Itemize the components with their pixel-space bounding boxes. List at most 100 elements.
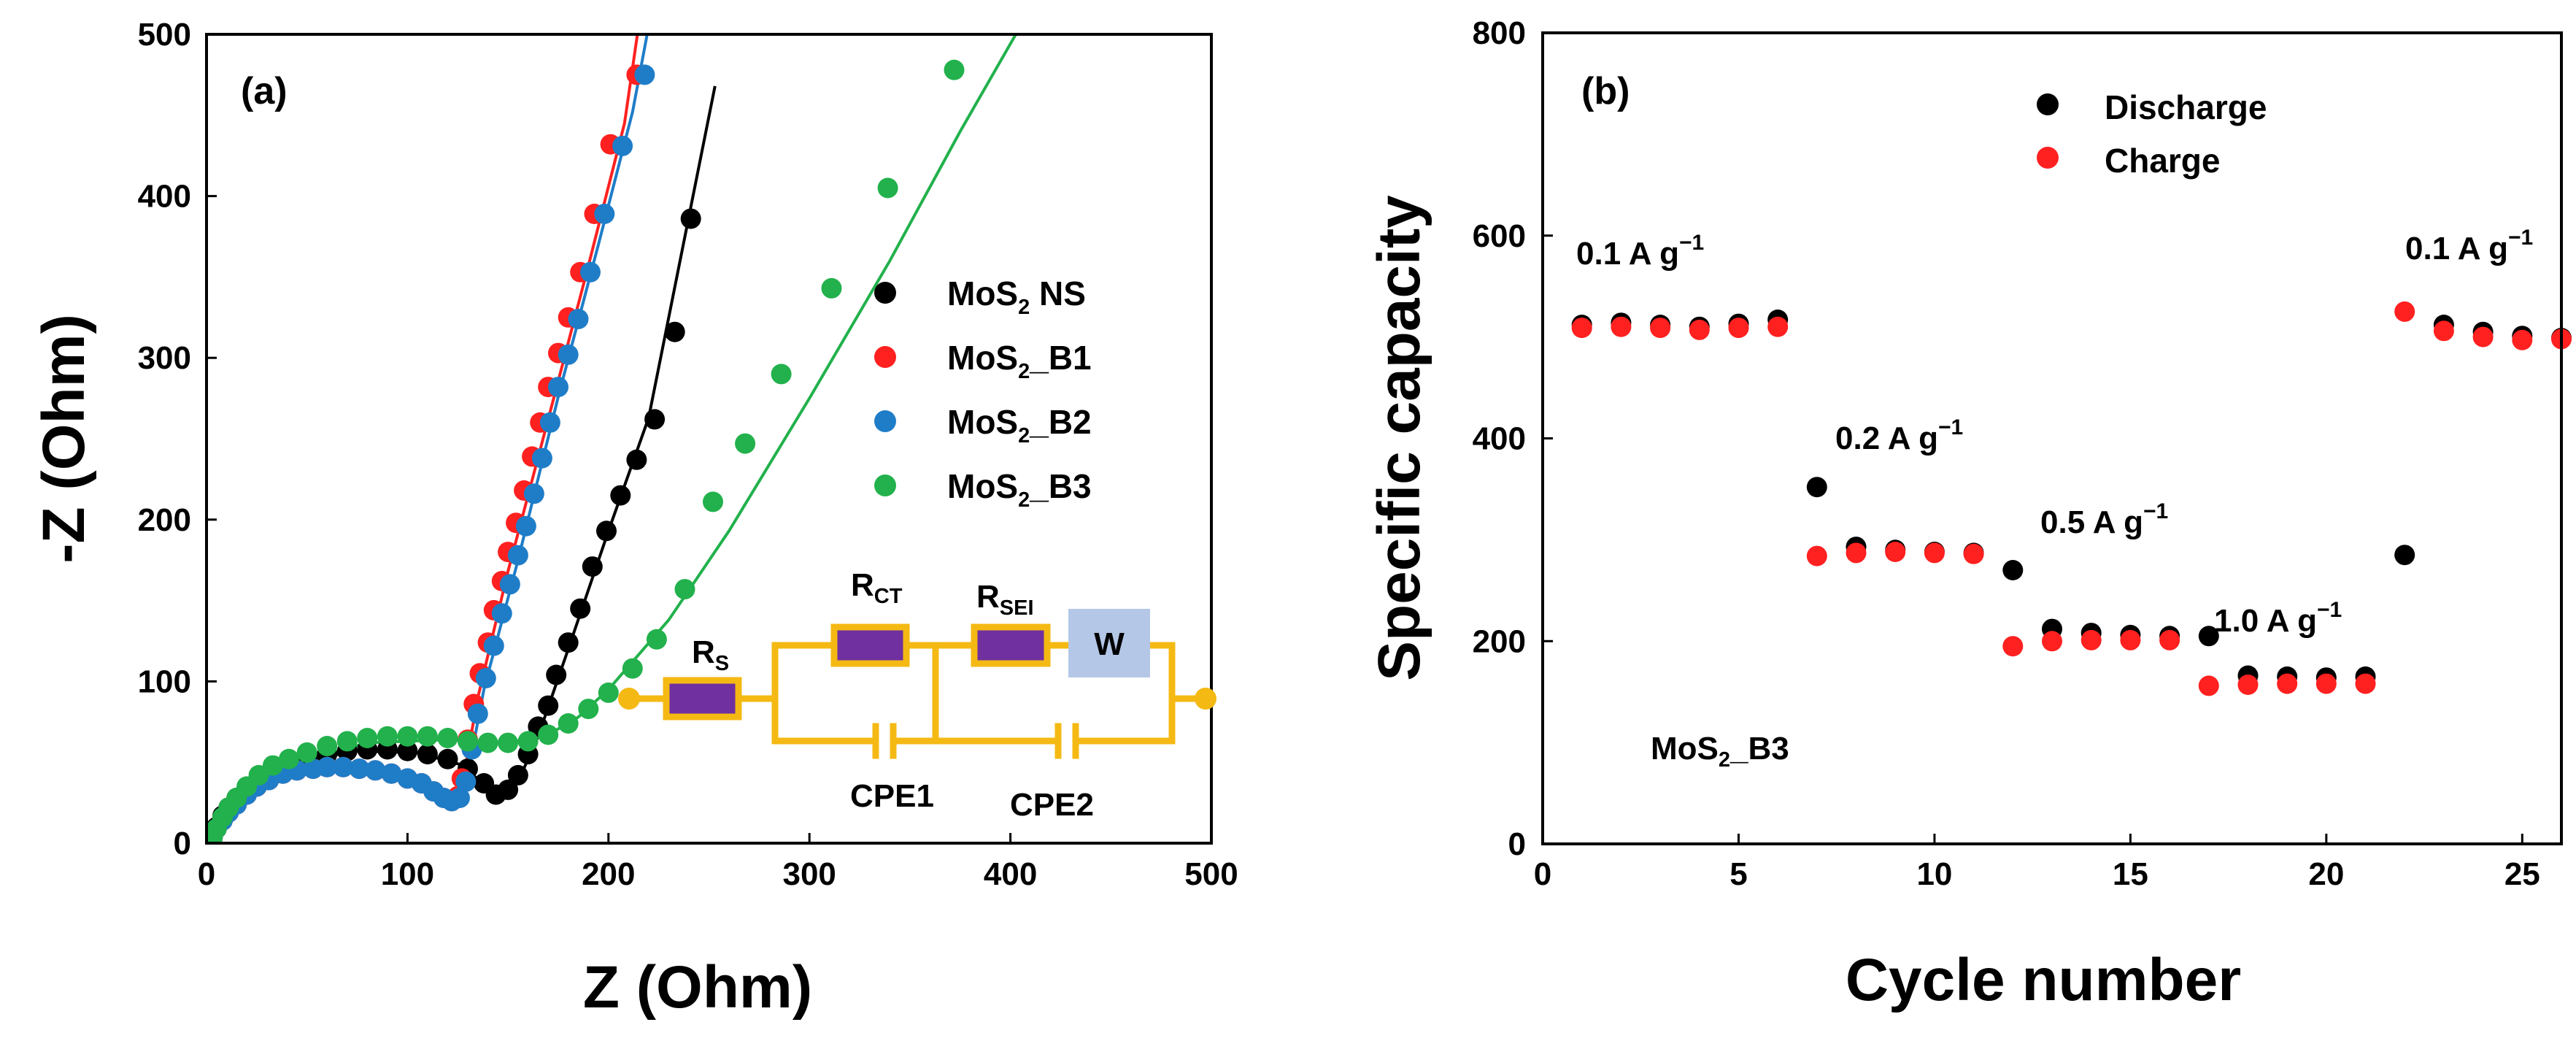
eis-point [483, 635, 504, 656]
rate-point-charge [2355, 673, 2376, 694]
circuit-terminal-left [618, 688, 640, 710]
rate-point-charge [1924, 542, 1945, 564]
label-rct: RCT [851, 567, 903, 608]
eis-point [531, 447, 552, 469]
eis-point [333, 756, 354, 777]
eis-x-tick-label: 400 [984, 856, 1037, 892]
rate-label-0-1-a: 0.1 A g−1 [1576, 231, 1704, 272]
rate-point-charge [1885, 542, 1906, 562]
eis-point [507, 764, 528, 785]
eis-fit-line-b2 [211, 34, 649, 841]
eis-tick-labels: 0 100 200 300 400 500 0 100 200 300 400 500 [138, 17, 1238, 892]
eis-y-axis-label: -Z (Ohm) [31, 314, 97, 564]
eis-legend-item-ns: MoS2 NS [874, 274, 1086, 319]
rate-y-axis-label: Specific capacity [1366, 195, 1432, 681]
eis-legend-label-b1: MoS2_B1 [947, 339, 1092, 383]
rate-point-charge [1767, 316, 1789, 337]
eis-point [664, 321, 685, 342]
eis-point [594, 204, 615, 224]
eis-point [450, 788, 470, 808]
eis-legend: MoS2 NS MoS2_B1 MoS2_B2 MoS2_B3 [874, 274, 1092, 512]
eis-point [491, 603, 512, 624]
label-rsei: RSEI [976, 579, 1034, 620]
rate-legend-marker-charge [2037, 147, 2059, 169]
eis-point [680, 208, 701, 229]
rate-y-tick-label: 400 [1473, 421, 1526, 457]
rate-tick-labels: 0 5 10 15 20 25 0 200 400 600 800 [1473, 15, 2540, 892]
eis-point [336, 731, 358, 752]
resistor-rsei [971, 623, 1051, 667]
rate-point-discharge [2002, 560, 2024, 580]
rate-point-discharge [2394, 545, 2415, 566]
rate-point-charge [2120, 629, 2141, 650]
eis-series-b3 [207, 59, 965, 843]
rate-point-charge [2394, 301, 2415, 322]
eis-legend-label-b2: MoS2_B2 [947, 403, 1092, 447]
eis-point [278, 748, 299, 769]
eis-point [417, 726, 438, 747]
eis-point [582, 556, 603, 577]
eis-point [578, 699, 599, 720]
eis-x-axis-label: Z (Ohm) [583, 954, 812, 1021]
eis-point [598, 682, 619, 703]
eis-point [515, 515, 536, 537]
eis-point [381, 763, 402, 784]
eis-point [349, 758, 370, 780]
eis-legend-marker-b3 [874, 475, 896, 496]
eis-point [610, 485, 631, 506]
rate-x-tick-label: 20 [2308, 856, 2344, 892]
rate-plot-frame [1541, 31, 2563, 845]
rate-point-charge [2002, 636, 2024, 657]
eis-point [262, 755, 283, 776]
eis-point [317, 756, 338, 777]
eis-point [703, 491, 723, 512]
eis-point [735, 433, 756, 454]
rate-point-charge [2198, 675, 2219, 696]
rate-point-charge [2159, 629, 2180, 650]
eis-point [477, 732, 498, 753]
rate-x-axis-label: Cycle number [1846, 947, 2241, 1013]
eis-legend-marker-ns [874, 282, 896, 304]
eis-point [437, 728, 458, 748]
eis-point [558, 632, 579, 653]
rate-point-charge [2433, 320, 2454, 342]
eis-point [646, 629, 667, 650]
eis-point [546, 664, 567, 685]
eis-point [417, 744, 438, 765]
rate-point-charge [2042, 631, 2062, 652]
eis-point [821, 277, 842, 299]
rate-legend-label-discharge: Discharge [2105, 88, 2267, 126]
rate-point-charge [1728, 318, 1749, 339]
rate-x-tick-label: 0 [1534, 856, 1551, 892]
eis-y-tick-label: 0 [174, 826, 191, 861]
rate-y-tick-label: 0 [1508, 826, 1526, 862]
rate-ticks [1541, 31, 2523, 845]
eis-point [539, 412, 560, 433]
eis-point [296, 742, 317, 763]
eis-y-tick-label: 100 [138, 664, 191, 699]
eis-point [538, 724, 559, 745]
eis-legend-label-ns: MoS2 NS [947, 274, 1086, 319]
rate-point-charge [1611, 316, 1632, 337]
rate-point-charge [2237, 675, 2259, 695]
eis-chart: 0 100 200 300 400 500 0 100 200 300 400 500 (a) Z (… [31, 17, 1238, 1021]
rate-point-discharge [1806, 477, 1827, 498]
resistor-rct [830, 623, 910, 667]
rate-legend-marker-discharge [2037, 93, 2059, 115]
eis-point [568, 309, 589, 329]
label-cpe1: CPE1 [850, 778, 934, 814]
rate-x-tick-label: 10 [1916, 856, 1952, 892]
rate-series-discharge [1571, 310, 2572, 688]
eis-point [644, 409, 666, 430]
eis-y-tick-label: 300 [138, 340, 191, 376]
eis-data-points [207, 59, 965, 843]
eis-point [523, 483, 544, 504]
eis-point [458, 731, 478, 752]
eis-point [397, 740, 418, 761]
rate-point-charge [1689, 319, 1710, 340]
eis-point [674, 579, 695, 600]
eis-y-tick-label: 400 [138, 179, 191, 215]
eis-point [455, 771, 477, 792]
eis-point [498, 732, 519, 753]
rate-series-charge [1571, 301, 2572, 696]
